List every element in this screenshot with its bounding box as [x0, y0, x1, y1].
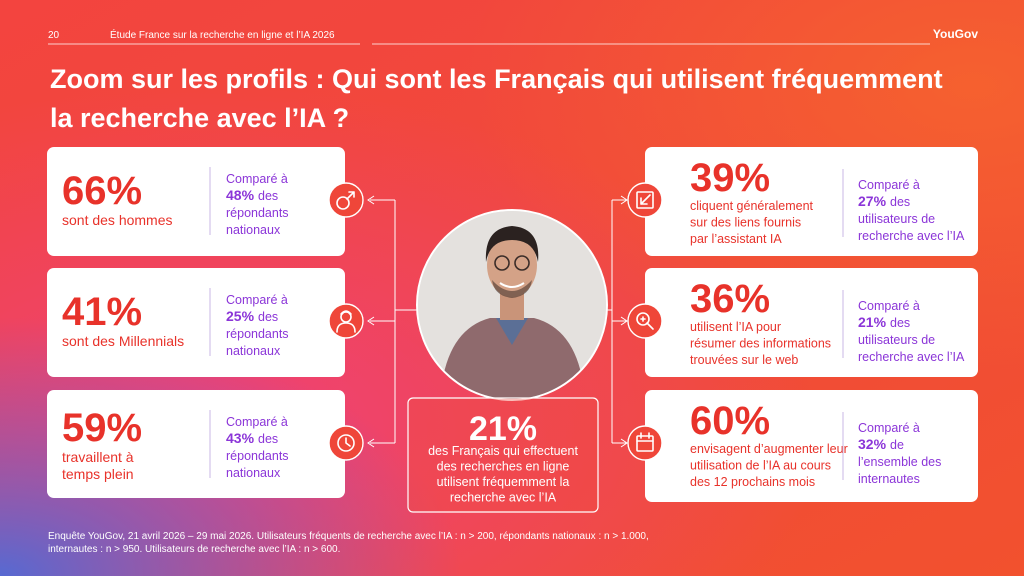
stat-label: sur des liens fournis [690, 216, 801, 230]
comparison-lead: Comparé à [226, 293, 288, 307]
stat-card: 60%envisagent d’augmenter leur utilisatio… [645, 390, 978, 502]
icon-clock [337, 434, 355, 452]
icon-male [336, 191, 355, 210]
comparison-line: répondants [226, 206, 289, 220]
comparison-after: des [258, 189, 278, 203]
stat-label: des recherches en ligne [437, 460, 570, 474]
stat-label: cliquent généralement [690, 199, 814, 213]
comparison-line: utilisateurs de [858, 333, 935, 347]
stat-label: des 12 prochains mois [690, 475, 815, 489]
stat-card: 41%sont des Millennials Comparé à25% des ré… [47, 268, 345, 377]
center-stat: 21%des Français qui effectuent des recher… [428, 410, 578, 505]
stat-label: résumer des informations [690, 337, 831, 351]
comparison-line: utilisateurs de [858, 212, 935, 226]
stat-card: 36%utilisent l’IA pour résumer des inform… [645, 268, 978, 377]
comparison-value: 43% [226, 430, 255, 446]
portrait [416, 209, 608, 401]
comparison-value: 27% [858, 193, 887, 209]
stat-label: utilisation de l’IA au cours [690, 459, 831, 473]
stat-value: 60% [690, 399, 770, 443]
comparison-after: des [890, 195, 910, 209]
highlight-box [407, 397, 599, 513]
stat-value: 21% [469, 410, 537, 448]
comparison-line: recherche avec l’IA [858, 350, 965, 364]
stat-value: 59% [62, 406, 142, 450]
comparison-value: 32% [858, 436, 887, 452]
stat-label: recherche avec l’IA [450, 491, 557, 505]
comparison-value: 48% [226, 187, 255, 203]
icons [328, 182, 663, 461]
icon-circle [627, 303, 663, 339]
comparison-line: 43% des [226, 430, 278, 446]
comparison-line: 32% de [858, 436, 904, 452]
card-background [47, 147, 345, 256]
stat-label: trouvées sur le web [690, 353, 798, 367]
comparison-line: internautes [858, 472, 920, 486]
comparison-after: des [258, 432, 278, 446]
brand-logo: YouGov [933, 27, 978, 41]
stat-label: temps plein [62, 466, 134, 482]
icon-calendar [636, 432, 654, 452]
stat-label: envisagent d’augmenter leur [690, 442, 848, 456]
icon-search [636, 312, 654, 330]
icon-person [336, 310, 356, 333]
comparison-line: 21% des [858, 314, 910, 330]
comparison-lead: Comparé à [226, 415, 288, 429]
comparison-line: nationaux [226, 466, 281, 480]
stat-label: des Français qui effectuent [428, 444, 578, 458]
comparison-after: des [890, 316, 910, 330]
comparison-lead: Comparé à [226, 172, 288, 186]
title: la recherche avec l’IA ? [50, 103, 349, 133]
comparison-lead: Comparé à [858, 299, 920, 313]
stat-card: 39%cliquent généralement sur des liens fo… [645, 147, 978, 256]
card-background [645, 268, 978, 377]
comparison-line: nationaux [226, 223, 281, 237]
comparison-line: 48% des [226, 187, 278, 203]
stat-value: 39% [690, 156, 770, 200]
card-background [47, 390, 345, 498]
comparison-line: répondants [226, 449, 289, 463]
comparison-after: de [890, 438, 904, 452]
comparison-line: 25% des [226, 308, 278, 324]
stat-value: 36% [690, 277, 770, 321]
stat-label: utilisent fréquemment la [437, 475, 570, 489]
stat-card: 66%sont des hommes Comparé à48% des réponda… [47, 147, 345, 256]
comparison-lead: Comparé à [858, 421, 920, 435]
footnote: internautes : n > 950. Utilisateurs de r… [48, 544, 340, 555]
stat-label: sont des hommes [62, 212, 173, 228]
comparison-line: nationaux [226, 344, 281, 358]
card-background [47, 268, 345, 377]
icon-circle [328, 303, 364, 339]
connectors [367, 195, 628, 448]
stat-label: utilisent l’IA pour [690, 320, 781, 334]
card-background [645, 147, 978, 256]
stat-label: travaillent à [62, 449, 134, 465]
stat-value: 41% [62, 290, 142, 334]
comparison-value: 21% [858, 314, 887, 330]
comparison-lead: Comparé à [858, 178, 920, 192]
comparison-line: 27% des [858, 193, 910, 209]
icon-circle [328, 182, 364, 218]
comparison-line: l’ensemble des [858, 455, 941, 469]
comparison-value: 25% [226, 308, 255, 324]
stat-value: 66% [62, 169, 142, 213]
icon-circle [627, 425, 663, 461]
comparison-after: des [258, 310, 278, 324]
comparison-line: recherche avec l’IA [858, 229, 965, 243]
card-background [645, 390, 978, 502]
title: Zoom sur les profils : Qui sont les Fran… [50, 64, 943, 94]
footnote: Enquête YouGov, 21 avril 2026 – 29 mai 2… [48, 531, 649, 542]
page-number: 20 [48, 30, 60, 41]
study-name: Étude France sur la recherche en ligne e… [110, 28, 335, 41]
icon-click [636, 191, 654, 209]
stat-label: par l’assistant IA [690, 232, 782, 246]
comparison-line: répondants [226, 327, 289, 341]
stat-label: sont des Millennials [62, 333, 184, 349]
